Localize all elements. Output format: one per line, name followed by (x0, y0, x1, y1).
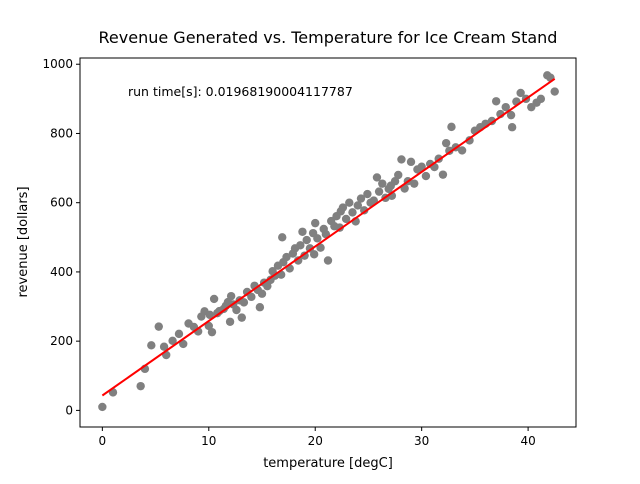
data-point (356, 194, 366, 203)
data-point (378, 179, 387, 188)
x-tick-label: 10 (201, 434, 216, 448)
data-point (98, 402, 107, 412)
run-time-annotation: run time[s]: 0.01968190004117787 (128, 84, 353, 99)
data-point (239, 298, 249, 307)
data-point (394, 170, 403, 180)
data-point (296, 241, 305, 250)
data-point (278, 233, 287, 242)
x-ticks-layer: 0 10 20 30 40 (99, 427, 536, 448)
data-point (516, 88, 525, 98)
data-point (372, 173, 382, 182)
data-point (386, 181, 395, 190)
data-point (309, 250, 319, 259)
data-point (417, 162, 426, 171)
data-point (174, 329, 184, 339)
data-point (321, 229, 331, 239)
data-point (447, 122, 456, 132)
data-point (550, 87, 559, 96)
data-point (204, 321, 213, 331)
data-point (336, 207, 345, 216)
data-point (168, 336, 177, 346)
y-tick-label: 1000 (42, 57, 73, 71)
data-point (507, 123, 517, 132)
data-point (506, 110, 516, 120)
data-point (465, 136, 474, 145)
data-point (369, 196, 378, 205)
data-point (323, 256, 333, 265)
data-point (255, 303, 265, 312)
data-point (359, 206, 369, 215)
data-point (341, 214, 351, 224)
x-tick-label: 40 (520, 434, 535, 448)
data-point (438, 170, 448, 179)
data-point (136, 381, 145, 391)
data-point (282, 252, 291, 262)
data-point (225, 317, 235, 326)
y-ticks-layer: 0 200 400 600 800 1000 (42, 57, 80, 417)
y-tick-label: 400 (50, 265, 73, 279)
x-axis-label: temperature [degC] (263, 456, 393, 471)
data-point (363, 189, 372, 199)
x-tick-label: 0 (99, 434, 107, 448)
data-point (247, 292, 256, 302)
data-point (410, 179, 419, 188)
data-point (237, 313, 246, 322)
y-axis-label: revenue [dollars] (16, 186, 31, 297)
data-point (406, 157, 416, 167)
data-point (232, 305, 241, 315)
data-point (205, 310, 215, 320)
fit-line (101, 77, 556, 397)
data-point (313, 234, 322, 243)
data-point (207, 327, 217, 337)
points-layer (98, 71, 559, 412)
data-point (501, 102, 510, 112)
data-point (293, 256, 303, 265)
data-point (147, 341, 156, 350)
data-point (159, 342, 169, 351)
data-point (345, 198, 354, 207)
x-tick-label: 20 (308, 434, 323, 448)
data-point (397, 155, 406, 164)
data-point (263, 281, 272, 291)
data-point (311, 218, 320, 228)
data-point (154, 322, 163, 331)
chart-title: Revenue Generated vs. Temperature for Ic… (99, 28, 558, 47)
y-tick-label: 200 (50, 334, 73, 348)
fit-line-layer (101, 77, 556, 397)
data-point (421, 171, 431, 181)
data-point (457, 146, 467, 155)
data-point (257, 289, 267, 298)
x-tick-label: 30 (414, 434, 429, 448)
data-point (316, 243, 325, 252)
y-tick-label: 800 (50, 126, 73, 140)
data-point (353, 201, 363, 210)
data-point (298, 227, 307, 236)
data-point (179, 339, 188, 349)
data-point (441, 138, 451, 148)
data-point (226, 291, 236, 301)
y-tick-label: 600 (50, 196, 73, 210)
data-point (302, 235, 311, 245)
data-point (536, 94, 546, 104)
data-point (209, 294, 219, 304)
data-point (491, 97, 501, 106)
y-tick-label: 0 (65, 403, 73, 417)
data-point (348, 208, 357, 217)
data-point (374, 187, 384, 196)
